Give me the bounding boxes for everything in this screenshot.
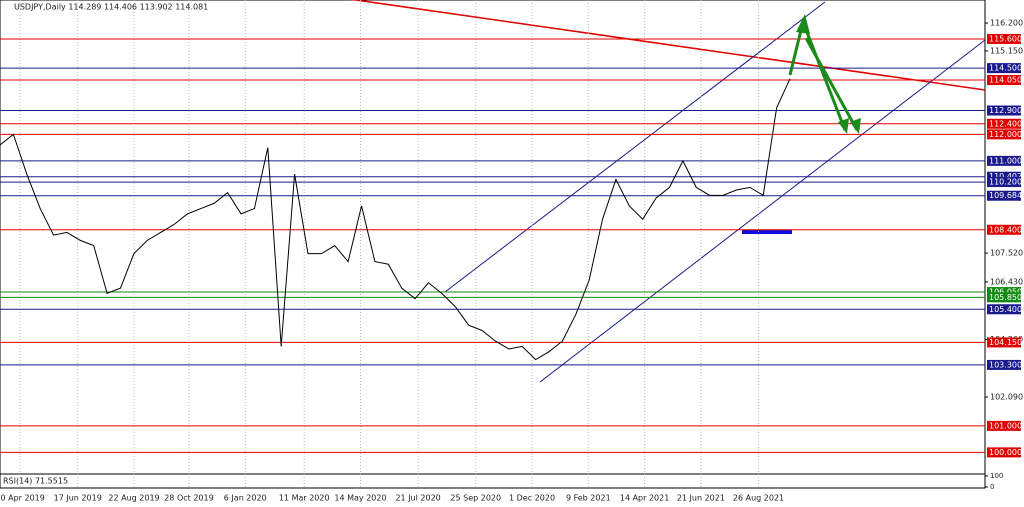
channel-lower [539,39,986,383]
level-label: 110.200 [989,178,1022,187]
x-tick-label: 10 Apr 2019 [0,494,45,503]
level-label-box [987,287,1021,298]
x-tick-label: 6 Jan 2020 [224,494,267,503]
marks [0,0,985,488]
trend-line [350,0,986,91]
level-label: 100.000 [989,448,1022,457]
level-label: 104.150 [989,338,1022,347]
arrow-head [796,14,810,34]
level-label-box [987,224,1021,235]
level-label: 115.600 [989,34,1022,43]
y-tick-label: 116.200 [990,19,1023,28]
level-label: 103.300 [989,360,1022,369]
rsi-title: RSI(14) 71.5515 [3,477,68,486]
level-label: 106.050 [989,288,1022,297]
x-tick-label: 28 Oct 2019 [164,494,213,503]
y-tick-label: 107.520 [990,249,1023,258]
level-label-box [987,155,1021,166]
x-tick-label: 14 May 2020 [334,494,386,503]
level-label-box [987,359,1021,370]
level-label-box [987,177,1021,188]
level-label-box [987,337,1021,348]
x-tick-label: 1 Dec 2020 [509,494,555,503]
x-tick-label: 22 Aug 2019 [108,494,159,503]
level-label: 108.400 [989,225,1022,234]
level-label: 105.850 [989,293,1022,302]
level-label: 112.900 [989,106,1022,115]
rsi-tick-label: 100 [990,472,1003,480]
x-tick-label: 11 Mar 2020 [279,494,330,503]
level-label-box [987,420,1021,431]
level-label: 114.050 [989,76,1022,85]
rsi-tick-label: 0 [990,483,994,491]
y-tick-label: 115.150 [990,46,1023,55]
price-line [0,78,791,361]
plot-frame [0,0,986,489]
x-tick-label: 17 Jun 2019 [54,494,102,503]
channel-upper [444,1,826,293]
level-label-box [987,63,1021,74]
level-label: 101.000 [989,421,1022,430]
forecast-arrow [804,37,859,131]
chart-title: USDJPY,Daily 114.289 114.406 113.902 114… [14,3,208,12]
level-label-box [987,129,1021,140]
level-label-box [987,33,1021,44]
level-label: 105.400 [989,305,1022,314]
x-tick-label: 25 Sep 2020 [450,494,501,503]
level-label: 110.402 [989,172,1022,181]
level-label: 112.000 [989,130,1022,139]
level-label-box [987,292,1021,303]
x-tick-label: 26 Aug 2021 [733,494,784,503]
arrow-head [850,118,861,134]
level-label-box [987,75,1021,86]
level-label-box [987,304,1021,315]
level-label-box [987,118,1021,129]
arrow-head [838,118,849,134]
level-label-box [987,447,1021,458]
level-label: 111.000 [989,156,1022,165]
level-label-box [987,171,1021,182]
x-tick-label: 14 Apr 2021 [620,494,669,503]
level-label: 114.500 [989,64,1022,73]
level-label-box [987,105,1021,116]
support-marker [742,230,792,234]
y-tick-label: 102.090 [990,392,1023,401]
forecast-arrow [788,17,847,131]
level-label: 112.400 [989,119,1022,128]
x-tick-label: 21 Jul 2020 [395,494,440,503]
x-tick-label: 9 Feb 2021 [566,494,611,503]
x-tick-label: 21 Jun 2021 [677,494,725,503]
level-label-box [987,190,1021,201]
level-label: 109.684 [989,191,1022,200]
y-tick-label: 106.430 [990,277,1023,286]
